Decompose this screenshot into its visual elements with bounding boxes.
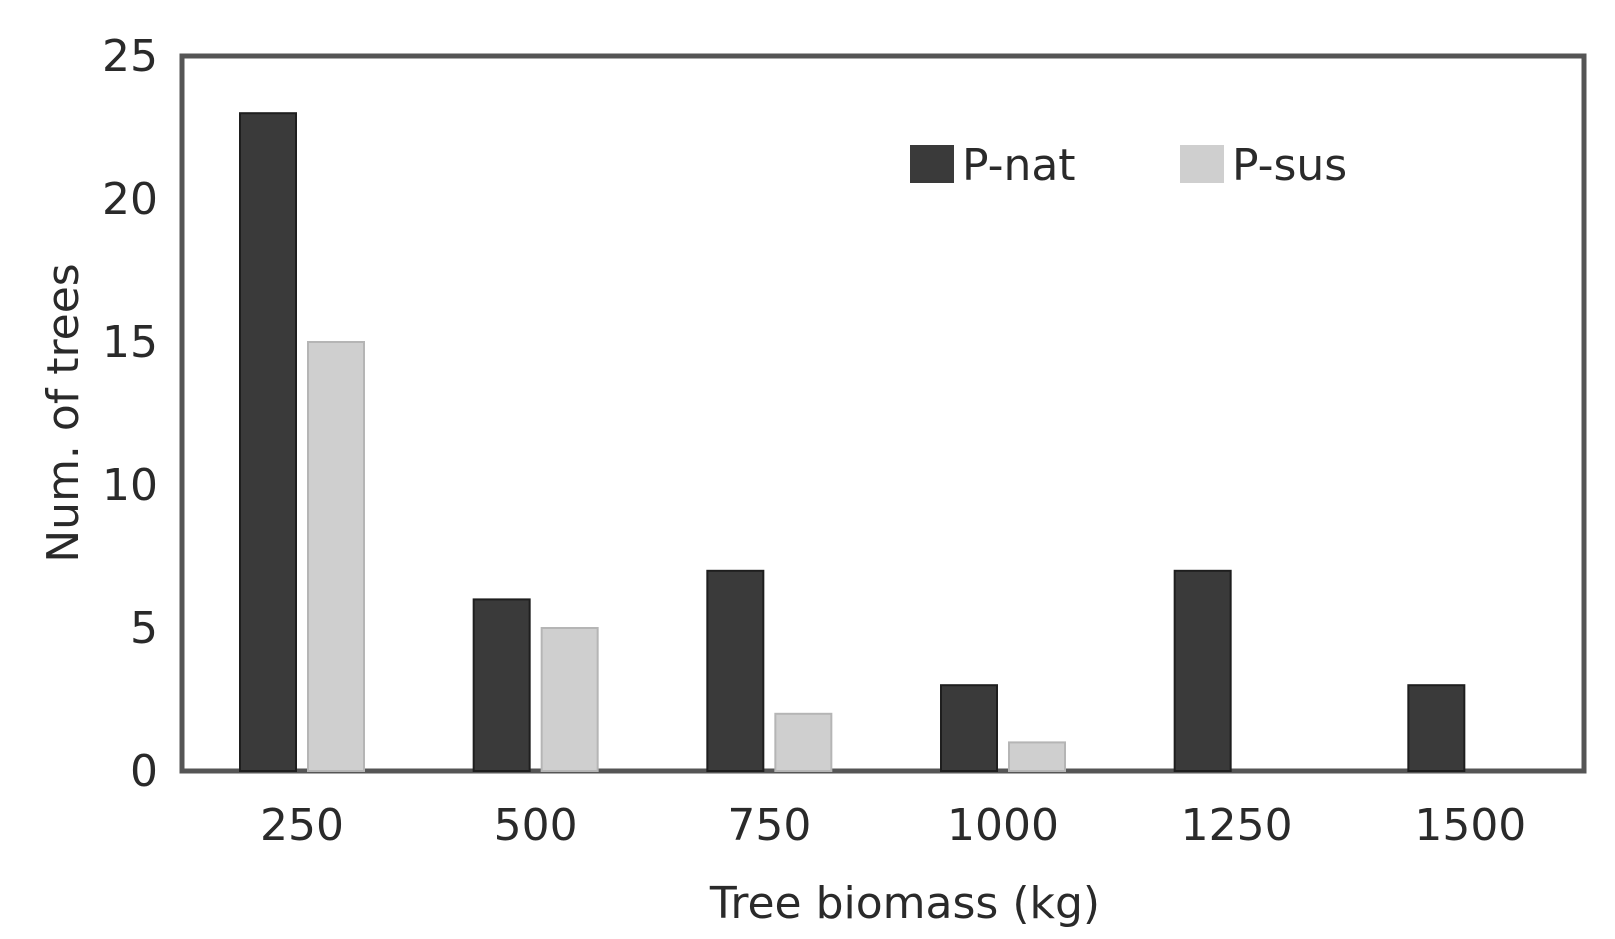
x-tick-label: 1250: [1181, 800, 1293, 851]
bar-p-nat-500: [472, 598, 531, 773]
x-tick-label: 1000: [947, 800, 1059, 851]
x-axis-title: Tree biomass (kg): [709, 878, 1100, 929]
bar-p-nat-1250: [1173, 569, 1232, 772]
bar-p-nat-1000: [940, 684, 998, 773]
plot-frame: [179, 53, 1587, 774]
bar-p-sus-250: [307, 341, 365, 772]
bar-p-sus-750: [774, 712, 833, 772]
legend-swatch-p-sus: [1180, 145, 1224, 183]
y-axis-title: Num. of trees: [38, 263, 89, 562]
y-tick-label: 25: [102, 31, 158, 82]
legend-label-p-nat: P-nat: [962, 140, 1076, 191]
bar-p-nat-1500: [1407, 684, 1466, 773]
y-tick-label: 15: [102, 317, 158, 368]
y-tick-label: 10: [102, 460, 158, 511]
y-tick-label: 5: [130, 603, 158, 654]
y-tick-label: 0: [130, 746, 158, 797]
bar-p-nat-250: [239, 112, 297, 772]
bar-p-nat-750: [706, 569, 765, 772]
x-tick-label: 500: [494, 800, 578, 851]
legend: P-nat P-sus: [910, 140, 1347, 191]
bar-p-sus-1000: [1008, 741, 1066, 773]
legend-label-p-sus: P-sus: [1232, 140, 1347, 191]
x-tick-label: 750: [727, 800, 811, 851]
x-tick-label: 250: [260, 800, 344, 851]
x-axis-ticks: 250 500 750 1000 1250 1500: [260, 800, 1526, 851]
x-tick-label: 1500: [1414, 800, 1526, 851]
y-tick-label: 20: [102, 174, 158, 225]
y-axis-ticks: 0 5 10 15 20 25: [102, 31, 158, 797]
bar-p-sus-500: [540, 627, 599, 772]
bars: [239, 112, 1466, 773]
legend-swatch-p-nat: [910, 145, 954, 183]
